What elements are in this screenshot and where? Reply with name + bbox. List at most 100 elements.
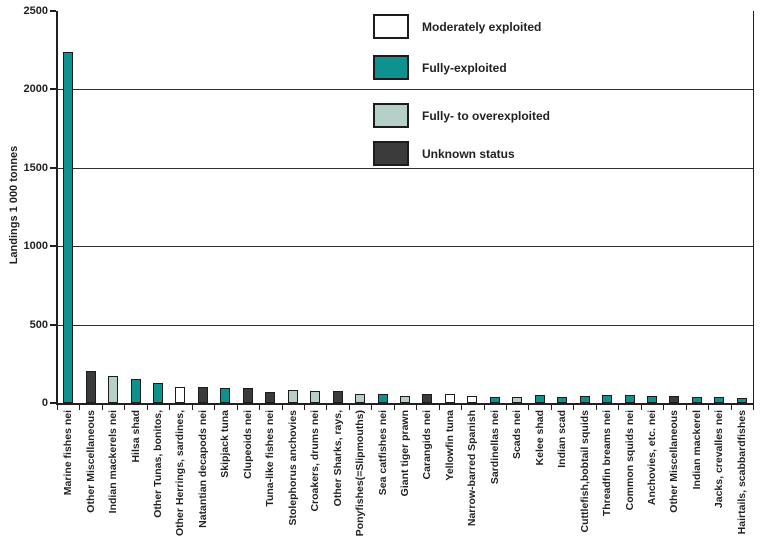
x-axis-label: Natantian decapods nei [196,410,209,528]
bar-skipjack-tuna [220,388,231,403]
x-tick [236,405,238,410]
bar-marine-fishes-nei [63,52,74,403]
y-axis-line [56,11,58,405]
x-axis-label: Tuna-like fishes nei [264,410,277,507]
x-axis-label: Croakers, drums nei [309,410,322,512]
x-tick [595,405,597,410]
gridline-2000 [57,89,753,91]
y-tick-0 [50,402,56,404]
x-tick [146,405,148,410]
x-tick [124,405,126,410]
x-tick [393,405,395,410]
y-axis-title: Landings 1 000 tonnes [8,145,20,265]
x-tick [57,405,58,410]
x-axis-label: Other Tunas, bonitos, [152,410,165,518]
legend-item-fully_over: Fully- to overexploited [373,103,550,128]
bar-indian-scad [557,397,568,403]
bar-clupeoids-nei [242,388,253,403]
x-tick [438,405,440,410]
x-axis-label: Jacks, crevalles nei [713,410,726,509]
legend-swatch-moderate [373,14,409,39]
x-axis-label: Sardinellas nei [488,410,501,485]
x-axis-label: Indian mackerels nei [107,410,120,514]
x-axis-label: Carangids nei [421,410,434,480]
bar-kelee-shad [534,395,545,403]
x-axis-label: Other Miscellaneous [84,410,97,513]
bar-anchovies-etc-nei [646,396,657,403]
legend-swatch-fully [373,55,409,80]
legend-item-moderate: Moderately exploited [373,14,541,39]
bar-indian-mackerels-nei [108,376,119,403]
x-axis-label: Common squids nei [623,410,636,511]
legend-swatch-fully_over [373,103,409,128]
legend-item-fully: Fully-exploited [373,55,507,80]
legend-label-moderate: Moderately exploited [422,19,542,34]
bar-giant-tiger-prawn [400,396,410,403]
x-tick [708,405,710,410]
bar-other-miscellaneous [85,371,96,403]
y-tick-label-1500: 1500 [23,161,48,174]
x-tick [506,405,508,410]
x-axis-label: Other Herrings, sardines, [174,410,187,537]
x-axis-label: Skipjack tuna [219,410,232,478]
bar-indian-mackerel [691,397,702,403]
gridline-1500 [57,167,753,169]
x-tick [685,405,687,410]
x-tick [753,405,754,410]
legend-label-fully_over: Fully- to overexploited [422,108,551,123]
x-axis-label: Anchovies, etc. nei [645,410,658,506]
x-axis-label: Other Sharks, rays, [331,410,344,507]
x-axis-label: Narrow-barred Spanish [466,410,479,527]
x-axis-label: Clupeoids nei [241,410,254,479]
bar-other-tunas-bonitos [153,383,164,403]
x-axis-label: Cuttlefish,bobtail squids [578,410,591,533]
bar-stolephorus-anchovies [287,390,298,403]
x-axis-label: Indian mackerel [690,410,703,490]
x-axis-line [56,403,754,405]
x-axis-label: Scads nei [511,410,524,460]
y-tick-500 [50,323,56,326]
x-tick [169,405,171,410]
x-tick [640,405,642,410]
x-tick [483,405,485,410]
bar-hairtails-scabbardfishes [736,398,747,403]
y-tick-2000 [50,88,56,91]
gridline-1000 [57,246,753,248]
x-tick [303,405,305,410]
x-tick [618,405,620,410]
x-axis-label: Threadfin breams nei [601,410,614,517]
x-tick [461,405,463,410]
bar-scads-nei [512,397,523,403]
legend-label-unknown: Unknown status [422,146,515,161]
x-axis-label: Ponyfishes(=Slipmouths) [354,410,367,537]
x-tick [326,405,328,410]
x-axis-label: Stolephorus anchovies [286,410,299,526]
bar-ponyfishes-slipmouths [355,394,366,403]
x-tick [101,405,103,410]
x-tick [259,405,261,410]
x-tick [550,405,552,410]
x-tick [348,405,350,410]
bar-hilsa-shad [130,379,141,403]
x-axis-label: Sea catfishes nei [376,410,389,496]
x-tick [730,405,732,410]
x-tick [191,405,193,410]
x-tick [663,405,665,410]
bar-tuna-like-fishes-nei [265,392,276,403]
x-tick [573,405,575,410]
y-tick-1500 [50,166,56,169]
bar-yellowfin-tuna [444,394,455,403]
y-tick-label-1000: 1000 [23,240,48,253]
x-axis-label: Kelee shad [533,410,546,466]
y-tick-label-2500: 2500 [23,5,48,17]
legend-item-unknown: Unknown status [373,141,515,166]
x-tick [528,405,530,410]
x-tick [214,405,216,410]
x-axis-label: Yellowfin tuna [443,410,456,481]
bar-common-squids-nei [624,395,635,403]
bar-threadfin-breams-nei [602,395,613,403]
y-tick-label-0: 0 [41,397,48,409]
gridline-500 [57,324,753,326]
bar-jacks-crevalles-nei [714,397,725,403]
bar-other-miscellaneous [669,396,680,403]
